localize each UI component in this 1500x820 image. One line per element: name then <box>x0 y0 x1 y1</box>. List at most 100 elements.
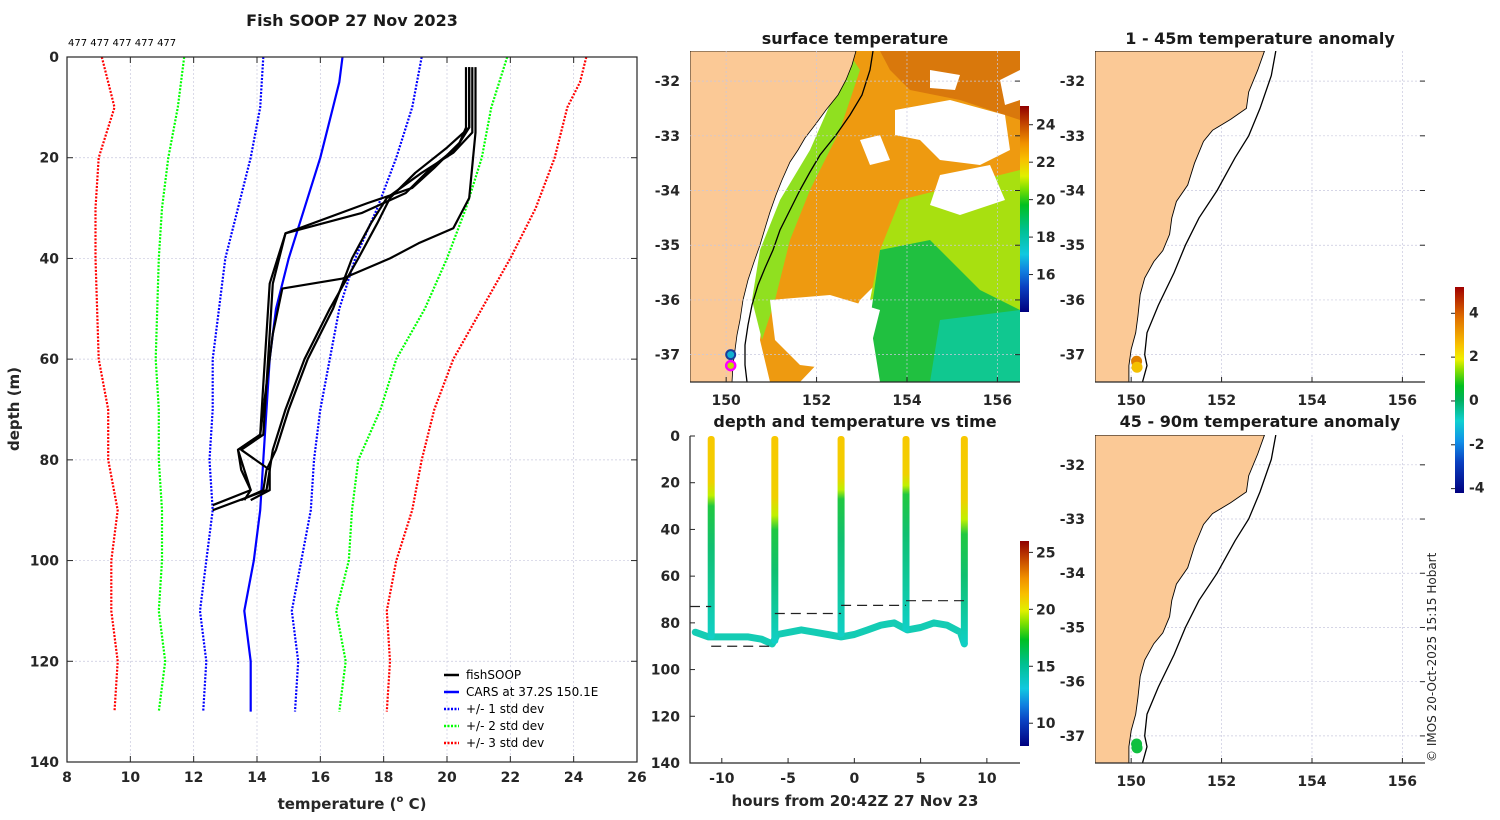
surface-temperature-panel: surface temperature 150 152 15 <box>655 29 1056 409</box>
depth-time-ytick-label: 0 <box>670 429 680 445</box>
profile-xlabel: temperature (o C) <box>278 794 427 813</box>
sst-colorbar-ticks: 16 18 20 22 24 <box>1029 118 1056 284</box>
sst-ytick-label: -32 <box>655 74 680 90</box>
fishsoop-profile-line <box>240 67 477 502</box>
depth-time-xtick-label: -10 <box>709 771 735 787</box>
depth-time-marks <box>690 436 968 648</box>
anomaly-45-90-ytick-label: -32 <box>1060 458 1085 474</box>
anomaly-45-90-ytick-label: -35 <box>1060 620 1085 636</box>
sst-marker-cars <box>724 359 737 372</box>
profile-ytick-label: 120 <box>30 654 59 670</box>
anomaly-45-90-overlay: 150 152 154 156 -32 -33 -34 -35 -36 -37 <box>1060 458 1425 790</box>
sst-colorbar-tick-label: 20 <box>1036 193 1056 209</box>
profile-legend: fishSOOP CARS at 37.2S 150.1E +/- 1 std … <box>444 668 598 750</box>
depth-time-axes <box>689 436 1020 764</box>
sst-land <box>690 51 857 382</box>
profile-ytick-label: 60 <box>40 352 60 368</box>
sst-marker-current <box>725 349 737 361</box>
anomaly-45-90-land <box>1095 435 1265 763</box>
anomaly-colorbar-tick-label: 0 <box>1469 393 1479 409</box>
anomaly-1-45-shelf-isobath <box>1141 51 1277 382</box>
anomaly-1-45-xtick-label: 154 <box>1297 393 1326 409</box>
profile-counts-label: 477 477 477 477 477 <box>68 38 176 49</box>
sst-cooler-region <box>930 310 1020 382</box>
copyright-label: © IMOS 20-Oct-2025 15:15 Hobart <box>1425 552 1439 762</box>
cast-bar <box>771 436 779 644</box>
depth-time-ytick-label: 80 <box>661 616 681 632</box>
sst-ytick-label: -34 <box>655 184 681 200</box>
depth-time-ytick-label: 100 <box>651 663 680 679</box>
profile-ytick-label: 40 <box>40 251 60 267</box>
sst-ytick-label: -37 <box>655 348 680 364</box>
std-band-line <box>335 56 509 712</box>
anomaly-colorbar-tick-label: 4 <box>1469 305 1479 321</box>
depth-time-xtick-label: 10 <box>977 771 997 787</box>
sst-coastal-green-band <box>752 55 860 340</box>
sst-grid <box>690 51 1020 382</box>
cast-bar <box>837 436 845 637</box>
anomaly-45-90-ytick-label: -33 <box>1060 512 1085 528</box>
legend-label-std1: +/- 1 std dev <box>466 702 544 716</box>
profile-xtick-label: 18 <box>374 770 393 786</box>
anomaly-1-45-ytick-label: -32 <box>1060 74 1085 90</box>
depth-time-ytick-label: 120 <box>651 709 680 725</box>
anomaly-1-45-overlay: 150 152 154 156 -32 -33 -34 -35 -36 -37 <box>1060 74 1425 409</box>
profile-ticks: 8 10 12 14 16 18 20 22 24 26 0 20 40 60 80 100 120 140 <box>30 50 647 786</box>
anomaly-1-45-xtick-label: 156 <box>1388 393 1417 409</box>
depth-time-xtick-label: 0 <box>849 771 859 787</box>
anomaly-1-45-ytick-label: -34 <box>1060 184 1086 200</box>
sst-xtick-label: 154 <box>892 393 921 409</box>
depth-time-ytick-label: 140 <box>651 756 680 772</box>
std-band-line <box>154 56 186 712</box>
anomaly-1-45-ytick-label: -37 <box>1060 348 1085 364</box>
profile-xtick-label: 26 <box>627 770 646 786</box>
sst-ticks: 150 152 154 156 -32 -33 -34 -35 -36 -37 <box>655 74 1020 409</box>
anomaly-colorbar <box>1455 287 1464 493</box>
std-band-line <box>385 56 588 712</box>
anomaly-1-45-ytick-label: -33 <box>1060 129 1085 145</box>
sst-colorbar-tick-label: 22 <box>1036 155 1055 171</box>
anomaly-45-90-xtick-label: 150 <box>1117 774 1146 790</box>
anomaly-45-90-ytick-label: -34 <box>1060 566 1086 582</box>
profile-xtick-label: 12 <box>184 770 203 786</box>
profile-xtick-label: 24 <box>564 770 584 786</box>
cast-bar <box>960 436 968 647</box>
profile-ytick-label: 80 <box>40 453 60 469</box>
anomaly-1-45-xtick-label: 152 <box>1207 393 1236 409</box>
anomaly-1-45-title: 1 - 45m temperature anomaly <box>1125 29 1395 48</box>
depth-time-xtick-label: 5 <box>916 771 926 787</box>
depth-time-ytick-label: 40 <box>661 522 681 538</box>
fishsoop-profile-line <box>212 67 471 507</box>
std-band-line <box>198 56 265 712</box>
anomaly-45-90-xtick-label: 156 <box>1388 774 1417 790</box>
depth-time-colorbar-tick-label: 15 <box>1036 659 1055 675</box>
depth-time-xlabel: hours from 20:42Z 27 Nov 23 <box>732 792 979 810</box>
sst-colorbar-tick-label: 24 <box>1036 118 1056 134</box>
cast-bar <box>902 436 910 633</box>
anomaly-1-45-land <box>1095 51 1265 382</box>
fishsoop-profile-line <box>240 67 474 502</box>
profile-ytick-label: 140 <box>30 755 59 771</box>
legend-label-cars: CARS at 37.2S 150.1E <box>466 685 598 699</box>
legend-label-std3: +/- 3 std dev <box>466 736 544 750</box>
depth-time-panel: depth and temperature vs time -10 -5 0 5 100… <box>651 412 1056 810</box>
legend-label-fishsoop: fishSOOP <box>466 668 521 682</box>
profile-xtick-label: 22 <box>501 770 520 786</box>
anomaly-45-90-xtick-label: 152 <box>1207 774 1236 790</box>
anomaly-45-90-title: 45 - 90m temperature anomaly <box>1120 412 1401 431</box>
sst-xtick-label: 152 <box>802 393 831 409</box>
anomaly-1-45-xtick-label: 150 <box>1117 393 1146 409</box>
bottom-track-line <box>691 619 968 648</box>
anomaly-colorbar-tick-label: -2 <box>1469 437 1485 453</box>
sst-xtick-label: 150 <box>712 393 741 409</box>
anomaly-45-90-shelf-isobath <box>1141 435 1277 763</box>
anomaly-1-45-ytick-label: -35 <box>1060 238 1085 254</box>
std-band-line <box>290 56 423 712</box>
depth-time-colorbar <box>1020 541 1029 746</box>
cars-profile-line <box>243 56 344 712</box>
profile-ytick-label: 20 <box>40 151 60 167</box>
sst-colorbar <box>1020 106 1029 312</box>
sst-map-area <box>690 51 1020 382</box>
